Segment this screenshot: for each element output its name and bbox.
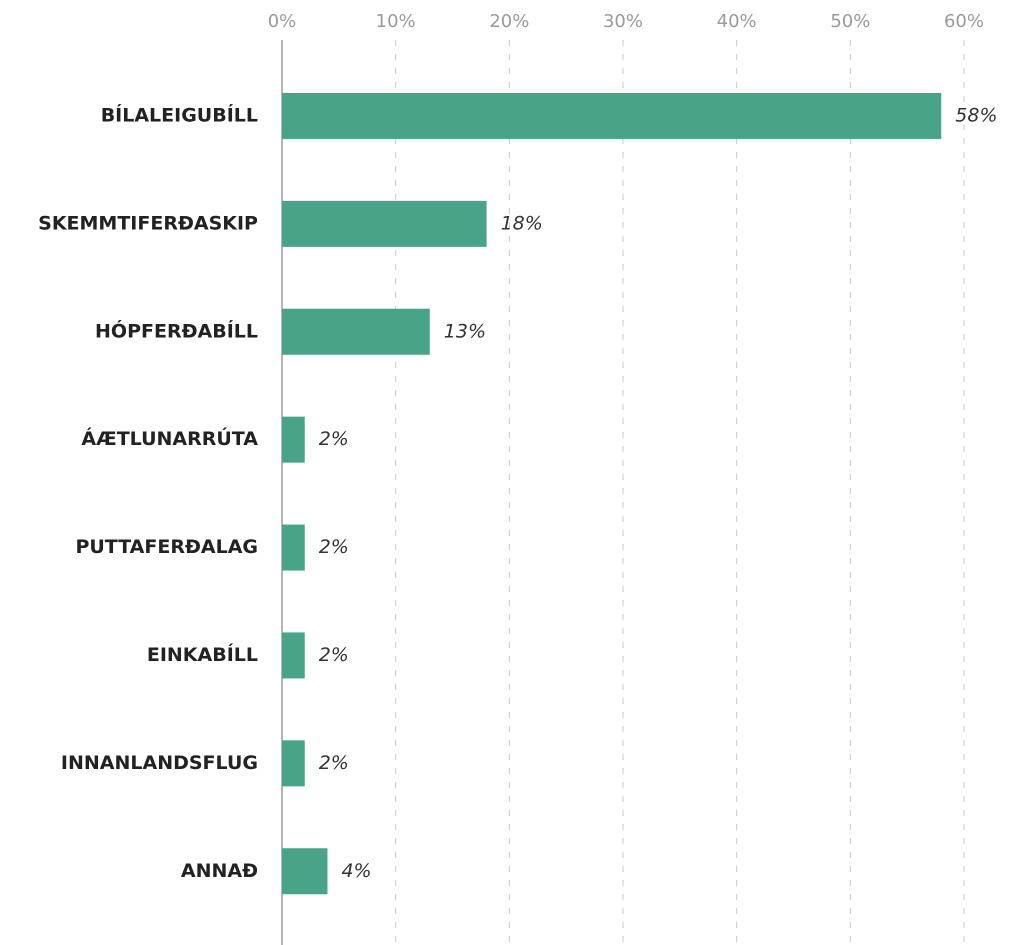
value-label: 2% bbox=[319, 752, 349, 774]
x-tick-label: 30% bbox=[603, 11, 643, 32]
x-tick-label: 50% bbox=[830, 11, 870, 32]
bar bbox=[282, 200, 487, 247]
x-tick-label: 40% bbox=[717, 11, 757, 32]
x-tick-label: 0% bbox=[268, 11, 297, 32]
x-tick-label: 10% bbox=[376, 11, 416, 32]
y-tick-label: BÍLALEIGUBÍLL bbox=[101, 103, 258, 126]
value-label: 4% bbox=[341, 860, 371, 882]
value-label: 2% bbox=[319, 428, 349, 450]
value-label: 58% bbox=[955, 104, 997, 126]
bar bbox=[282, 740, 305, 787]
bar bbox=[282, 92, 942, 139]
value-label: 18% bbox=[501, 212, 543, 234]
value-label: 2% bbox=[319, 536, 349, 558]
value-label: 2% bbox=[319, 644, 349, 666]
y-tick-label: SKEMMTIFERÐASKIP bbox=[38, 212, 258, 234]
bar bbox=[282, 524, 305, 571]
bar bbox=[282, 632, 305, 679]
bar bbox=[282, 848, 328, 895]
y-tick-label: ÁÆTLUNARRÚTA bbox=[81, 426, 258, 450]
y-tick-label: INNANLANDSFLUG bbox=[61, 752, 258, 774]
bar bbox=[282, 416, 305, 463]
y-tick-label: EINKABÍLL bbox=[147, 643, 258, 666]
y-tick-label: PUTTAFERÐALAG bbox=[75, 536, 258, 558]
value-label: 13% bbox=[444, 320, 486, 342]
y-tick-label: HÓPFERÐABÍLL bbox=[95, 318, 258, 342]
x-tick-label: 20% bbox=[489, 11, 529, 32]
y-tick-label: ANNAÐ bbox=[181, 860, 258, 882]
bar bbox=[282, 308, 430, 355]
x-tick-label: 60% bbox=[944, 11, 984, 32]
